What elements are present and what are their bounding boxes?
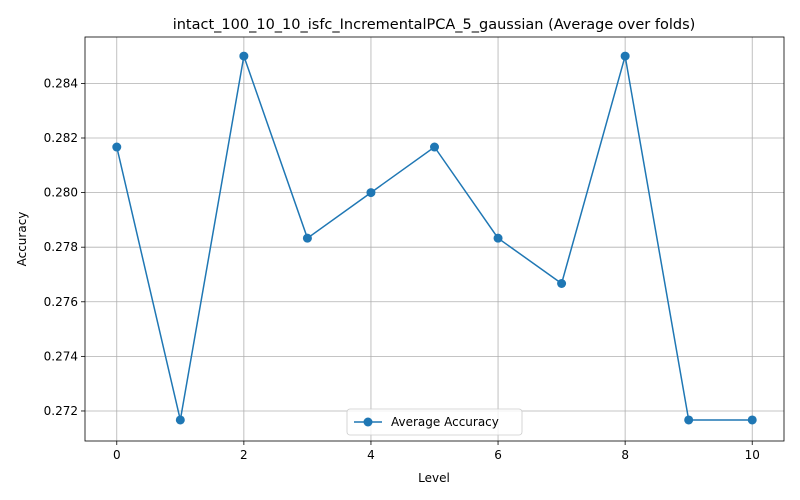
- legend-box: [346, 408, 523, 436]
- legend: Average Accuracy: [346, 408, 523, 436]
- data-point: [620, 51, 630, 61]
- chart-title: intact_100_10_10_isfc_IncrementalPCA_5_g…: [173, 17, 696, 33]
- data-point: [112, 142, 122, 152]
- plot-area: [85, 37, 784, 441]
- y-tick-label: 0.284: [44, 76, 78, 90]
- data-point: [175, 415, 185, 425]
- y-tick-label: 0.280: [44, 186, 78, 200]
- y-tick-label: 0.276: [44, 295, 78, 309]
- legend-marker-swatch: [363, 417, 373, 427]
- data-point: [557, 278, 567, 288]
- data-point: [366, 188, 376, 198]
- y-tick-label: 0.278: [44, 240, 78, 254]
- x-tick-label: 2: [240, 448, 248, 462]
- data-point: [684, 415, 694, 425]
- x-tick-label: 6: [494, 448, 502, 462]
- data-point: [747, 415, 757, 425]
- data-point: [239, 51, 249, 61]
- y-axis-ticks: 0.272 0.274 0.276 0.278 0.280 0.282 0.284: [44, 76, 85, 418]
- y-axis-label: Accuracy: [15, 212, 29, 267]
- x-axis-ticks: 0 2 4 6 8 10: [113, 441, 760, 462]
- data-point: [430, 142, 439, 152]
- data-point: [302, 233, 312, 243]
- x-tick-label: 8: [621, 448, 629, 462]
- y-tick-label: 0.282: [44, 131, 78, 145]
- x-axis-label: Level: [418, 471, 450, 485]
- x-tick-label: 0: [113, 448, 121, 462]
- y-tick-label: 0.274: [44, 349, 78, 363]
- x-tick-label: 4: [367, 448, 375, 462]
- y-tick-label: 0.272: [44, 404, 78, 418]
- plot-border: [84, 36, 785, 442]
- legend-entry-average-accuracy: Average Accuracy: [391, 415, 499, 429]
- x-tick-label: 10: [745, 448, 760, 462]
- data-point: [493, 233, 503, 243]
- series-layer: [112, 51, 757, 425]
